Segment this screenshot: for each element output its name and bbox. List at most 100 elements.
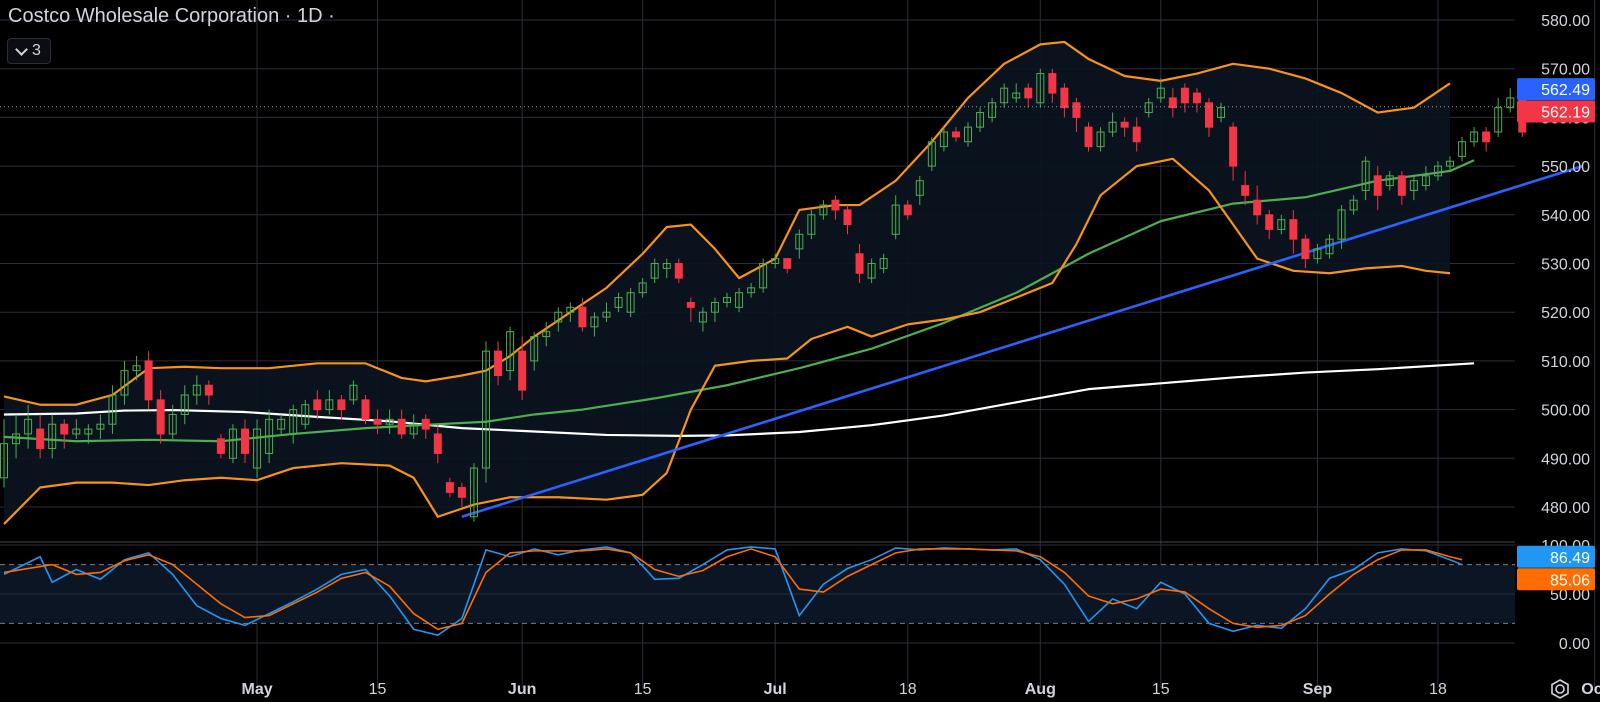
candle-body — [927, 141, 936, 167]
candle-body — [421, 418, 430, 430]
x-tick-label: 15 — [1152, 681, 1170, 698]
candle-body — [1458, 141, 1467, 157]
prev-price-badge: 562.19 — [1541, 105, 1590, 122]
y-tick-label: 490.00 — [1541, 451, 1590, 468]
candle-body — [289, 409, 298, 435]
candle-body — [807, 214, 816, 235]
stoch-line-d — [3, 548, 1463, 631]
candle-body — [1482, 131, 1491, 143]
candle-body — [1132, 126, 1141, 143]
y-tick-label: 480.00 — [1541, 500, 1590, 517]
candle-body — [638, 282, 647, 294]
candle-body — [1229, 126, 1238, 167]
candle-body — [1506, 97, 1515, 109]
candle-body — [1349, 199, 1358, 211]
candle-body — [915, 180, 924, 196]
candle-body — [783, 258, 792, 269]
y-tick-label: 540.00 — [1541, 208, 1590, 225]
price-pane — [0, 40, 1583, 525]
bollinger-upper-line — [3, 40, 1451, 406]
candle-body — [277, 418, 286, 430]
candle-body — [482, 350, 490, 469]
candle-body — [228, 428, 237, 459]
candle-body — [698, 311, 707, 323]
candle-body — [831, 199, 840, 211]
x-tick-label: 18 — [899, 681, 917, 698]
trendline — [461, 164, 1583, 518]
candle-body — [433, 433, 442, 454]
y-tick-label: 500.00 — [1541, 403, 1590, 420]
gear-icon[interactable] — [1549, 678, 1571, 700]
candle-body — [867, 263, 876, 279]
candle-body — [1433, 165, 1442, 177]
candle-body — [313, 399, 322, 411]
candle-body — [144, 360, 153, 401]
candle-body — [795, 233, 804, 250]
candle-body — [1241, 185, 1250, 196]
candle-body — [1096, 131, 1105, 148]
candle-body — [445, 482, 454, 493]
stoch-line-k — [3, 546, 1463, 637]
stoch-d-badge-bg — [1517, 568, 1595, 591]
candle-body — [241, 428, 249, 454]
candle-body — [1253, 199, 1262, 216]
candle-body — [108, 394, 117, 425]
candle-body — [506, 331, 515, 372]
candle-body — [710, 301, 719, 313]
candle-body — [168, 413, 177, 435]
x-tick-label: 15 — [369, 681, 387, 698]
stochastic-pane — [0, 544, 1515, 644]
candle-body — [1217, 107, 1226, 118]
candle-body — [84, 428, 93, 435]
candle-body — [530, 336, 539, 362]
candle-body — [819, 204, 828, 216]
candle-body — [253, 428, 262, 469]
candle-body — [1048, 73, 1057, 94]
candle-body — [674, 263, 683, 279]
y-tick-label: 520.00 — [1541, 305, 1590, 322]
candle-body — [891, 204, 900, 235]
candle-body — [204, 384, 213, 396]
candle-body — [12, 433, 21, 445]
candle-body — [1000, 87, 1009, 104]
candle-body — [903, 204, 912, 216]
candle-body — [1385, 175, 1394, 187]
candle-body — [409, 423, 418, 435]
candle-body — [120, 370, 129, 396]
sma-200-line — [3, 362, 1475, 437]
candle-body — [132, 365, 141, 372]
axes: 480.00 490.00 500.00 510.00 520.00 530.00 540.… — [241, 13, 1600, 698]
candle-body — [723, 297, 731, 303]
candle-body — [1144, 102, 1153, 114]
candle-body — [771, 258, 780, 265]
collapse-indicators-button[interactable]: 3 — [7, 38, 51, 64]
candle-body — [180, 394, 189, 415]
candle-body — [216, 438, 225, 454]
candle-body — [626, 292, 635, 313]
y-tick-label: 550.00 — [1541, 159, 1590, 176]
prev-price-badge-bg — [1517, 100, 1595, 123]
candle-body — [457, 487, 466, 498]
y-tick-label: 510.00 — [1541, 354, 1590, 371]
candle-body — [951, 131, 960, 138]
candle-body — [36, 428, 45, 450]
candle-body — [1421, 175, 1430, 187]
x-tick-label: Jun — [508, 681, 536, 698]
candle-body — [686, 301, 695, 308]
stoch-k-badge-bg — [1517, 545, 1595, 568]
candle-body — [1337, 209, 1346, 240]
candle-body — [602, 311, 611, 318]
candle-body — [1156, 87, 1165, 99]
candle-body — [747, 287, 756, 294]
candle-body — [1180, 87, 1189, 104]
candle-body — [1277, 219, 1286, 230]
candle-body — [1494, 107, 1503, 133]
candle-body — [0, 443, 8, 479]
candle-body — [60, 423, 69, 435]
x-tick-label: 15 — [634, 681, 652, 698]
stoch-k-badge: 86.49 — [1550, 550, 1590, 567]
candle-body — [614, 297, 623, 308]
candle-body — [1036, 73, 1045, 104]
candle-body — [1301, 238, 1310, 260]
